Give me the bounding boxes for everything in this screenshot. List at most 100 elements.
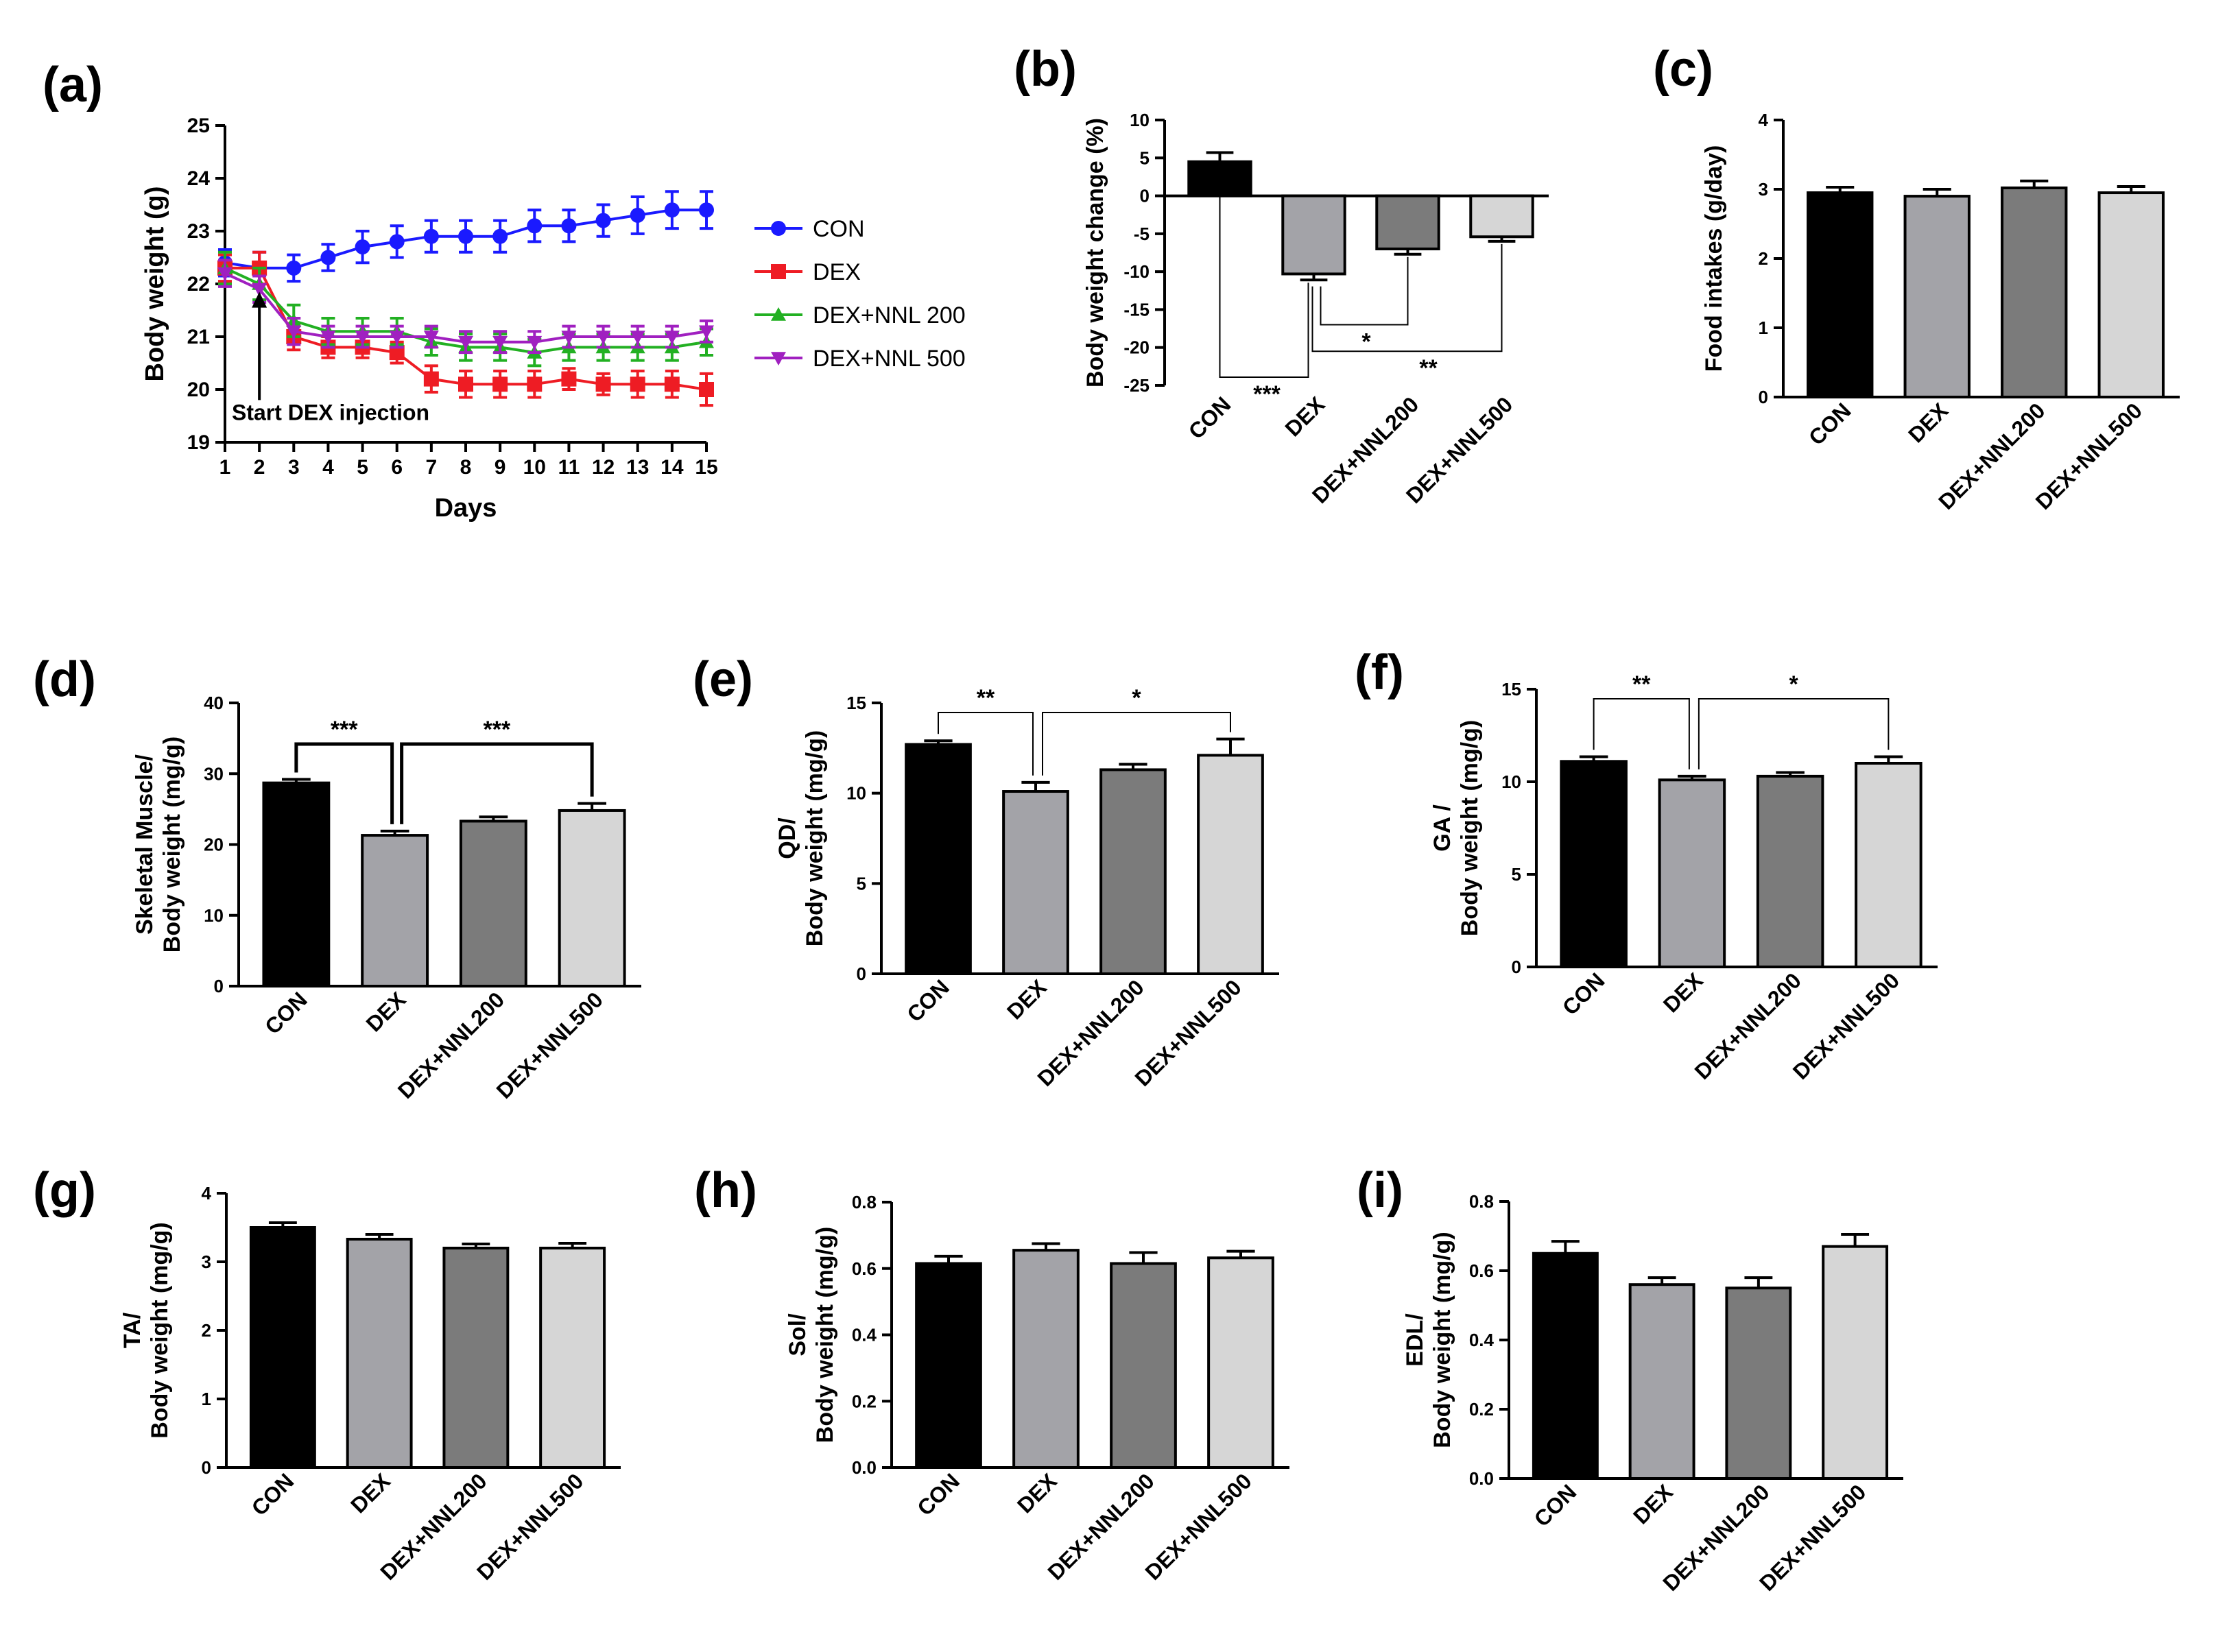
category-label: DEX: [1628, 1479, 1678, 1529]
category-label: CON: [1804, 398, 1856, 450]
marker-square: [389, 345, 405, 361]
bar-con: [262, 781, 331, 987]
category-label: DEX: [1903, 398, 1953, 447]
marker-triangle-down: [561, 331, 577, 344]
x-tick-label: 8: [460, 456, 472, 479]
y-tick-label: 20: [204, 835, 224, 855]
sig-bracket: [294, 742, 394, 824]
bar-dex: [1012, 1249, 1080, 1470]
y-axis-label-line: GA /: [1429, 804, 1455, 852]
category-label: CON: [1558, 968, 1610, 1020]
bar-dex: [1002, 790, 1069, 975]
x-tick-label: 12: [592, 456, 615, 479]
y-tick-label: 4: [1759, 110, 1769, 130]
y-tick-label: 23: [187, 220, 210, 243]
marker-triangle-down: [527, 335, 543, 350]
sig-label: **: [1419, 355, 1438, 381]
y-tick-label: 10: [204, 905, 224, 926]
y-tick-label: 4: [202, 1183, 212, 1204]
y-tick-label: 10: [1501, 771, 1521, 792]
category-label: DEX: [1658, 968, 1708, 1017]
y-tick-label: 0: [1759, 387, 1768, 407]
y-tick-label: 10: [1130, 110, 1150, 130]
marker-circle: [355, 239, 370, 255]
category-label: CON: [1184, 392, 1236, 444]
x-axis-label: Days: [435, 494, 497, 523]
marker-circle: [771, 221, 786, 236]
y-axis-label-line: Sol/: [785, 1313, 811, 1356]
bar-dex: [361, 834, 429, 988]
y-tick-label: 20: [187, 379, 210, 401]
y-tick-label: 0.6: [852, 1258, 877, 1279]
bar-con: [1560, 760, 1628, 969]
bar-dex-nnl200: [442, 1247, 510, 1469]
sig-label: **: [977, 685, 995, 711]
y-tick-label: 0.0: [852, 1457, 877, 1478]
bar-dex-nnl200: [1375, 194, 1440, 250]
marker-circle: [561, 218, 577, 234]
bar-con: [1532, 1252, 1599, 1480]
marker-circle: [630, 207, 645, 223]
y-axis-label-line: Body weight (mg/g): [802, 730, 828, 946]
marker-triangle-down: [664, 331, 680, 344]
category-label: DEX: [346, 1468, 395, 1518]
bar-dex: [1903, 195, 1971, 398]
y-axis-label: Sol/Body weight (mg/g): [785, 1227, 838, 1443]
bar-dex-nnl500: [2097, 191, 2165, 398]
x-tick-label: 7: [426, 456, 438, 479]
annotation-text: Start DEX injection: [232, 400, 429, 425]
bar-dex-nnl500: [1469, 194, 1534, 239]
bar-dex: [1281, 194, 1346, 276]
y-axis-label: TA/Body weight (mg/g): [119, 1222, 173, 1438]
y-tick-label: 5: [1140, 147, 1150, 168]
bar-dex-nnl500: [1822, 1245, 1889, 1481]
bar-dex-nnl200: [2001, 186, 2068, 398]
sig-bracket: [1311, 243, 1503, 352]
y-axis-label: Skeletal Muscle/Body weight (mg/g): [132, 737, 185, 953]
category-label: CON: [1529, 1479, 1582, 1531]
sig-label: ***: [331, 717, 358, 743]
panel-label: (h): [694, 1163, 757, 1218]
y-tick-label: 0: [857, 963, 866, 984]
bar-dex-nnl200: [1756, 774, 1824, 969]
marker-square: [771, 264, 786, 279]
y-tick-label: 24: [187, 167, 211, 190]
y-tick-label: 21: [187, 326, 210, 348]
y-axis-label-line: Body weight change (%): [1082, 118, 1108, 387]
marker-triangle-down: [699, 325, 714, 339]
bar-dex-nnl500: [1855, 762, 1922, 968]
y-tick-label: 3: [202, 1252, 211, 1272]
marker-circle: [286, 260, 302, 276]
marker-triangle-down: [355, 331, 370, 344]
y-tick-label: 25: [187, 115, 210, 137]
bar-dex-nnl500: [539, 1247, 606, 1469]
legend-item: DEX+NNL 200: [754, 302, 966, 328]
marker-square: [595, 376, 611, 392]
sig-label: *: [1789, 671, 1799, 697]
category-label: DEX: [361, 987, 411, 1036]
legend-item: CON: [754, 216, 865, 242]
y-tick-label: 1: [202, 1389, 211, 1409]
y-tick-label: 0: [214, 976, 224, 996]
marker-circle: [423, 228, 439, 244]
y-tick-label: 30: [204, 763, 224, 784]
x-tick-label: 1: [219, 456, 231, 479]
bar-dex-nnl500: [1207, 1256, 1274, 1470]
y-tick-label: 0: [202, 1457, 211, 1478]
y-axis-label: GA /Body weight (mg/g): [1429, 720, 1483, 936]
y-axis-label-line: Body weight (mg/g): [159, 737, 185, 953]
y-axis-label: Food intakes (g/day): [1701, 145, 1727, 372]
panel-h: (h) 0.0 0.2 0.4 0.6 0.8 Sol/Body weight (mg/g)…: [694, 1163, 1289, 1585]
panel-label: (a): [43, 58, 103, 112]
series-con: [217, 190, 714, 285]
y-axis-label: Body weight (g): [141, 187, 169, 382]
marker-triangle-down: [252, 283, 267, 297]
category-label: CON: [260, 987, 312, 1039]
y-axis-label-line: QD/: [774, 817, 800, 859]
bar-dex: [1658, 778, 1726, 969]
x-tick-label: 9: [495, 456, 506, 479]
y-tick-label: 40: [204, 693, 224, 713]
x-tick-label: 2: [254, 456, 265, 479]
y-tick-label: 10: [846, 783, 866, 804]
